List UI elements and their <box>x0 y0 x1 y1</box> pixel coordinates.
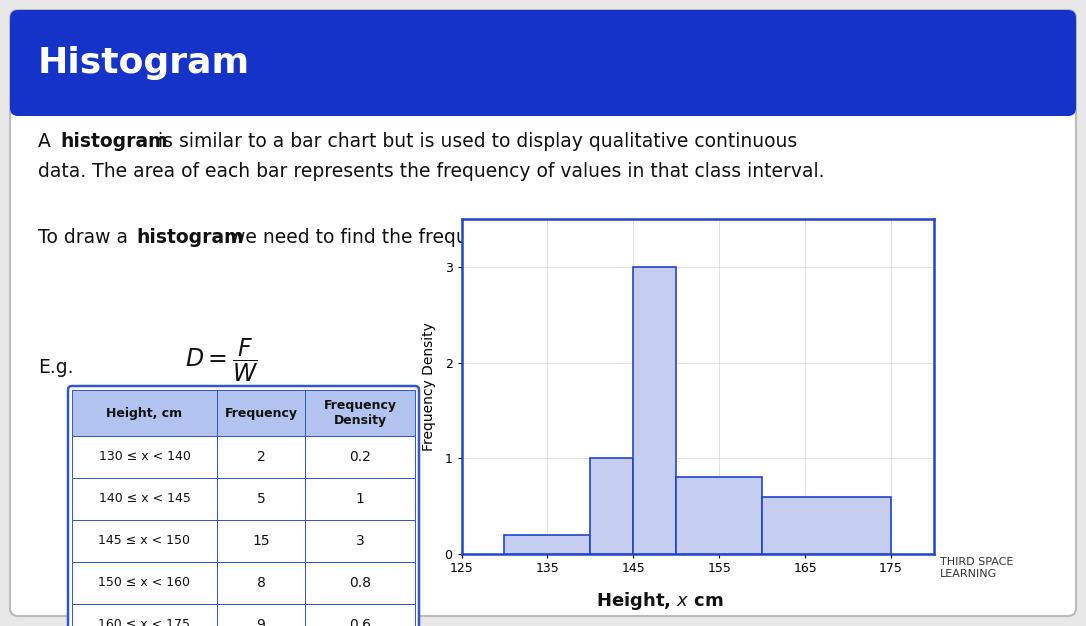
Bar <box>72 436 217 478</box>
Text: 160 ≤ x < 175: 160 ≤ x < 175 <box>99 618 190 626</box>
Text: 0.8: 0.8 <box>349 576 371 590</box>
Bar <box>72 520 217 562</box>
FancyBboxPatch shape <box>10 10 1076 116</box>
Text: THIRD SPACE
LEARNING: THIRD SPACE LEARNING <box>940 557 1013 579</box>
Text: we need to find the frequency density of each class interval.: we need to find the frequency density of… <box>224 228 798 247</box>
Text: E.g.: E.g. <box>38 358 74 377</box>
Text: Height, cm: Height, cm <box>106 406 182 419</box>
Bar <box>217 478 305 520</box>
Text: $D = \dfrac{F}{W}$: $D = \dfrac{F}{W}$ <box>185 336 257 384</box>
Text: 140 ≤ x < 145: 140 ≤ x < 145 <box>99 493 190 506</box>
Bar <box>217 436 305 478</box>
Text: 8: 8 <box>256 576 265 590</box>
Text: 0.6: 0.6 <box>349 618 371 626</box>
Text: Histogram: Histogram <box>38 46 250 80</box>
Text: is similar to a bar chart but is used to display qualitative continuous: is similar to a bar chart but is used to… <box>152 132 797 151</box>
Bar <box>217 390 305 436</box>
FancyBboxPatch shape <box>68 386 419 626</box>
Bar <box>591 458 633 554</box>
Bar <box>217 520 305 562</box>
Text: Height, $x$ cm: Height, $x$ cm <box>596 590 724 612</box>
Text: histogram: histogram <box>136 228 243 247</box>
Bar <box>72 390 217 436</box>
Bar <box>305 390 415 436</box>
Text: 3: 3 <box>355 534 365 548</box>
Bar <box>72 478 217 520</box>
Text: Frequency: Frequency <box>225 406 298 419</box>
Bar <box>72 604 217 626</box>
Bar <box>677 478 762 554</box>
Bar <box>633 267 677 554</box>
Bar <box>305 478 415 520</box>
Text: 5: 5 <box>256 492 265 506</box>
Bar <box>305 436 415 478</box>
Bar <box>762 496 891 554</box>
Bar <box>305 604 415 626</box>
Bar <box>305 562 415 604</box>
Bar <box>217 604 305 626</box>
Text: To draw a: To draw a <box>38 228 134 247</box>
Text: 2: 2 <box>256 450 265 464</box>
Text: Frequency
Density: Frequency Density <box>324 399 396 427</box>
Bar <box>18 72 1068 108</box>
Text: 0.2: 0.2 <box>349 450 371 464</box>
Text: 130 ≤ x < 140: 130 ≤ x < 140 <box>99 451 190 463</box>
Text: histogram: histogram <box>60 132 167 151</box>
Text: data. The area of each bar represents the frequency of values in that class inte: data. The area of each bar represents th… <box>38 162 824 181</box>
FancyBboxPatch shape <box>10 10 1076 616</box>
Text: 145 ≤ x < 150: 145 ≤ x < 150 <box>99 535 190 548</box>
Text: A: A <box>38 132 56 151</box>
Bar <box>72 562 217 604</box>
Text: 15: 15 <box>252 534 269 548</box>
Bar <box>505 535 591 554</box>
Bar <box>305 520 415 562</box>
Text: 9: 9 <box>256 618 265 626</box>
Bar <box>217 562 305 604</box>
Y-axis label: Frequency Density: Frequency Density <box>422 322 437 451</box>
Text: 150 ≤ x < 160: 150 ≤ x < 160 <box>99 577 190 590</box>
Text: 1: 1 <box>355 492 365 506</box>
